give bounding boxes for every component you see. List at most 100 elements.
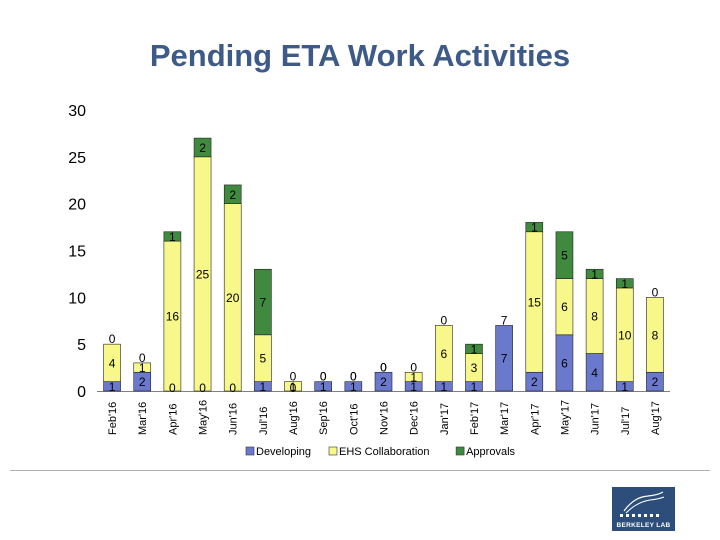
data-label: 5 [561,249,568,263]
legend-label: Developing [256,446,311,458]
bar-developing [314,381,332,392]
berkeley-lab-logo: BERKELEY LAB [612,487,675,531]
y-tick-label: 5 [77,337,86,354]
x-tick-label: Aug'16 [288,401,300,435]
data-label: 6 [440,347,447,361]
bar-approvals [223,184,242,204]
data-label: 0 [199,381,206,395]
data-label: 0 [290,370,297,384]
data-label: 1 [621,277,628,291]
data-label: 1 [169,230,176,244]
bar-developing [495,325,513,392]
x-tick-label: Jun'16 [228,403,240,435]
bar-ehs-collaboration [404,371,423,382]
data-label: 15 [528,296,542,310]
data-label: 0 [652,285,659,299]
data-label: 6 [561,300,568,314]
bar-approvals [585,268,604,279]
data-label: 16 [166,310,180,324]
x-tick-label: Mar'16 [137,402,149,435]
x-tick-label: Apr'17 [529,404,541,435]
bar-approvals [163,231,182,242]
legend-swatch [455,446,465,456]
bar-ehs-collaboration [103,343,121,382]
legend-label: EHS Collaboration [339,446,430,458]
x-tick-label: Dec'16 [409,401,421,435]
x-tick-label: Apr'16 [167,404,179,435]
logo-text: BERKELEY LAB [616,522,671,529]
x-tick-label: Feb'17 [469,402,481,435]
data-label: 25 [196,267,210,281]
data-label: 1 [621,380,628,394]
data-label: 0 [350,370,357,384]
data-label: 0 [169,381,176,395]
data-label: 2 [652,375,659,389]
data-label: 7 [260,296,267,310]
x-tick-label: Jul'16 [258,407,270,435]
data-label: 0 [109,332,116,346]
data-label: 1 [410,380,417,394]
data-label: 0 [290,381,297,395]
data-label: 1 [471,342,478,356]
x-tick-label: Jan'17 [439,403,451,435]
bar-approvals [254,268,272,336]
x-tick-label: May'17 [559,400,571,435]
y-tick-label: 25 [68,150,86,167]
bar-approvals [615,278,634,289]
x-tick-label: Nov'16 [379,401,391,435]
data-label: 0 [229,381,236,395]
bar-approvals [193,137,212,158]
bar-approvals [465,343,483,354]
data-label: 5 [260,352,267,366]
x-tick-label: Oct'16 [348,404,360,435]
chart-title: Pending ETA Work Activities [149,38,571,73]
data-label: 20 [226,291,240,305]
data-label: 4 [109,356,116,370]
bar-developing [344,381,363,392]
legend-swatch [245,446,255,456]
x-tick-label: Mar'17 [499,402,511,435]
x-tick-label: Jun'17 [590,403,602,435]
data-label: 1 [139,361,146,375]
data-label: 1 [260,380,267,394]
data-label: 7 [501,313,508,327]
data-label: 1 [350,380,357,394]
data-label: 8 [652,328,659,342]
data-label: 0 [139,351,146,365]
x-tick-label: May'16 [198,400,210,435]
legend-swatch [328,446,338,456]
data-label: 2 [199,141,206,155]
x-tick-label: Jul'17 [620,407,632,435]
bar-ehs-collaboration [435,325,453,382]
data-label: 1 [320,380,327,394]
data-label: 0 [350,370,357,384]
data-label: 1 [109,380,116,394]
bar-ehs-collaboration [284,381,302,392]
data-label: 1 [290,380,297,394]
footer-divider [10,470,710,471]
bar-developing [374,371,393,392]
data-label: 1 [471,380,478,394]
data-label: 4 [591,366,598,380]
bar-ehs-collaboration [646,297,664,373]
bar-approvals [525,222,544,233]
y-tick-label: 30 [68,103,86,120]
data-label: 2 [380,375,387,389]
data-label: 6 [561,356,568,370]
data-label: 7 [501,352,508,366]
bar-ehs-collaboration [133,362,152,373]
x-tick-label: Feb'16 [107,402,119,435]
y-tick-label: 15 [68,244,86,261]
data-label: 0 [380,360,387,374]
data-label: 1 [531,221,538,235]
data-label: 0 [410,360,417,374]
data-label: 8 [591,310,598,324]
data-label: 0 [320,370,327,384]
data-label: 10 [618,328,632,342]
data-label: 1 [440,380,447,394]
data-label: 0 [440,313,447,327]
data-label: 2 [229,188,236,202]
y-tick-label: 10 [68,290,86,307]
x-tick-label: Aug'17 [650,401,662,435]
